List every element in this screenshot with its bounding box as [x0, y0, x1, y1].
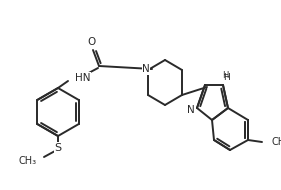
- Text: H: H: [222, 70, 228, 79]
- Text: H: H: [224, 73, 230, 82]
- Text: N: N: [187, 105, 195, 115]
- Text: O: O: [88, 37, 96, 47]
- Text: N: N: [142, 64, 150, 74]
- Text: CH₃: CH₃: [271, 137, 281, 147]
- Text: S: S: [55, 143, 62, 153]
- Text: HN: HN: [75, 73, 90, 83]
- Text: CH₃: CH₃: [19, 156, 37, 166]
